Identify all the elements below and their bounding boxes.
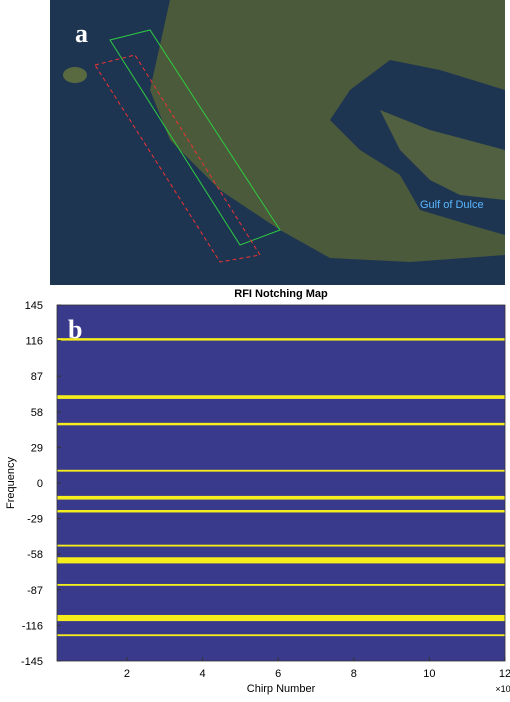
x-tick-label: 2 (124, 668, 130, 680)
swath (94, 54, 261, 263)
panel-label: b (68, 315, 82, 344)
swath (109, 29, 281, 246)
plot-background (57, 305, 505, 661)
y-tick-label: -116 (22, 620, 43, 632)
rfi-band (57, 614, 505, 622)
land (380, 110, 505, 200)
y-tick-label: 0 (37, 478, 43, 490)
rfi-band (57, 469, 505, 472)
rfi-band (57, 557, 505, 564)
y-tick-label: -145 (21, 656, 43, 668)
x-axis-label: Chirp Number (247, 683, 316, 695)
rfi-band (57, 422, 505, 426)
y-tick-label: -87 (27, 585, 43, 597)
rfi-band (57, 634, 505, 637)
rfi-band (57, 544, 505, 547)
rfi-band (57, 338, 505, 341)
y-tick-label: 29 (31, 442, 43, 454)
y-axis-label: Frequency (5, 457, 17, 509)
x-tick-label: 4 (199, 668, 205, 680)
panel-label: a (75, 19, 88, 48)
x-exponent: ×10⁴ (495, 684, 510, 694)
y-tick-label: 58 (31, 407, 43, 419)
land (150, 0, 505, 262)
x-tick-label: 12 (499, 668, 510, 680)
x-tick-label: 10 (423, 668, 435, 680)
island (63, 67, 87, 83)
chart-title: RFI Notching Map (234, 288, 328, 300)
rfi-band (57, 510, 505, 513)
place-label: Gulf of Dulce (420, 199, 484, 211)
y-tick-label: -29 (27, 514, 43, 526)
rfi-band (57, 583, 505, 586)
y-tick-label: -58 (27, 549, 43, 561)
y-tick-label: 116 (25, 336, 43, 348)
x-tick-label: 8 (351, 668, 357, 680)
y-tick-label: 145 (25, 300, 43, 312)
rfi-band (57, 395, 505, 399)
satellite-map: a Gulf of Dulce (50, 0, 505, 285)
rfi-band (57, 495, 505, 500)
x-tick-label: 6 (275, 668, 281, 680)
y-tick-label: 87 (31, 371, 43, 383)
